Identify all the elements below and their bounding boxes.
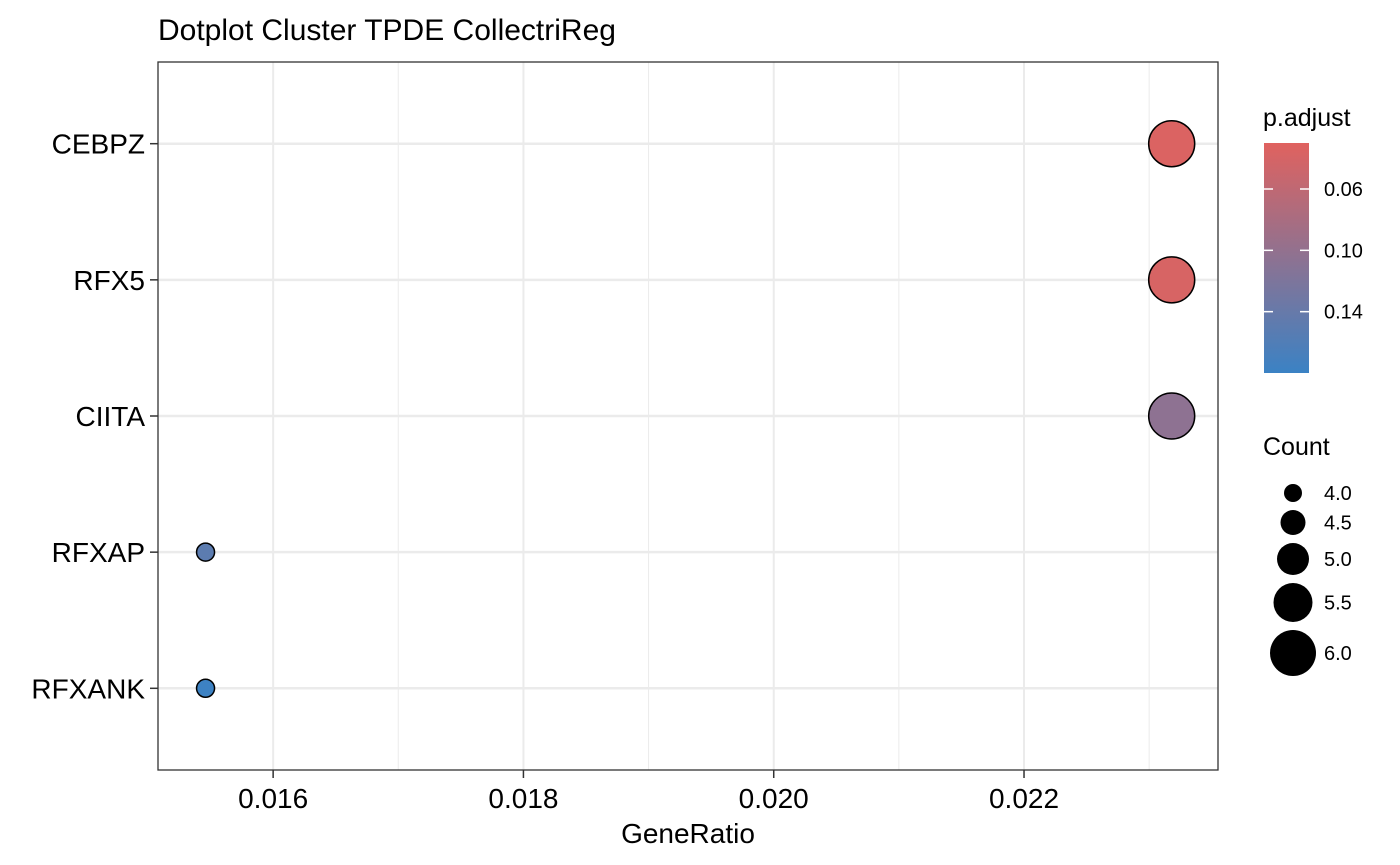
data-point-rfx5 bbox=[1147, 256, 1196, 304]
size-legend-dot bbox=[1277, 543, 1309, 575]
data-point-rfxap bbox=[195, 542, 216, 562]
color-legend-label: 0.14 bbox=[1324, 302, 1363, 324]
y-tick-label: CEBPZ bbox=[52, 129, 145, 160]
x-axis-label: GeneRatio bbox=[621, 818, 755, 849]
data-point-rfxank bbox=[195, 678, 216, 699]
legend-area: p.adjust 0.06 0.10 0.14 Count 4.0 4.5 5.0 5.5 6.0 bbox=[1263, 104, 1363, 676]
size-legend-dot bbox=[1270, 630, 1316, 676]
size-legend-dot bbox=[1284, 484, 1302, 502]
y-tick-label: RFX5 bbox=[73, 265, 145, 296]
size-legend-label: 4.0 bbox=[1324, 483, 1352, 505]
size-legend-label: 5.0 bbox=[1324, 549, 1352, 571]
x-tick-label: 0.022 bbox=[989, 783, 1059, 814]
data-point-ciita bbox=[1147, 392, 1196, 440]
plot-area: CEBPZ RFX5 CIITA RFXAP RFXANK 0.016 0.018 0.020… bbox=[31, 61, 1219, 814]
size-legend-dot bbox=[1273, 583, 1313, 622]
x-tick-label: 0.018 bbox=[488, 783, 558, 814]
color-legend-title: p.adjust bbox=[1263, 104, 1351, 132]
y-tick-label: CIITA bbox=[76, 401, 146, 432]
size-legend-label: 6.0 bbox=[1324, 643, 1352, 665]
size-legend-label: 5.5 bbox=[1324, 593, 1352, 615]
x-tick-label: 0.020 bbox=[739, 783, 809, 814]
size-legend-title: Count bbox=[1263, 433, 1330, 461]
color-bar bbox=[1264, 143, 1309, 373]
x-tick-label: 0.016 bbox=[238, 783, 308, 814]
color-legend-label: 0.10 bbox=[1324, 240, 1363, 262]
y-tick-label: RFXANK bbox=[31, 673, 145, 704]
data-point-cebpz bbox=[1147, 119, 1196, 168]
chart-title: Dotplot Cluster TPDE CollectriReg bbox=[158, 14, 616, 47]
color-legend-label: 0.06 bbox=[1324, 179, 1363, 201]
y-tick-label: RFXAP bbox=[52, 537, 145, 568]
size-legend-label: 4.5 bbox=[1324, 513, 1352, 535]
size-legend-dot bbox=[1280, 510, 1306, 535]
